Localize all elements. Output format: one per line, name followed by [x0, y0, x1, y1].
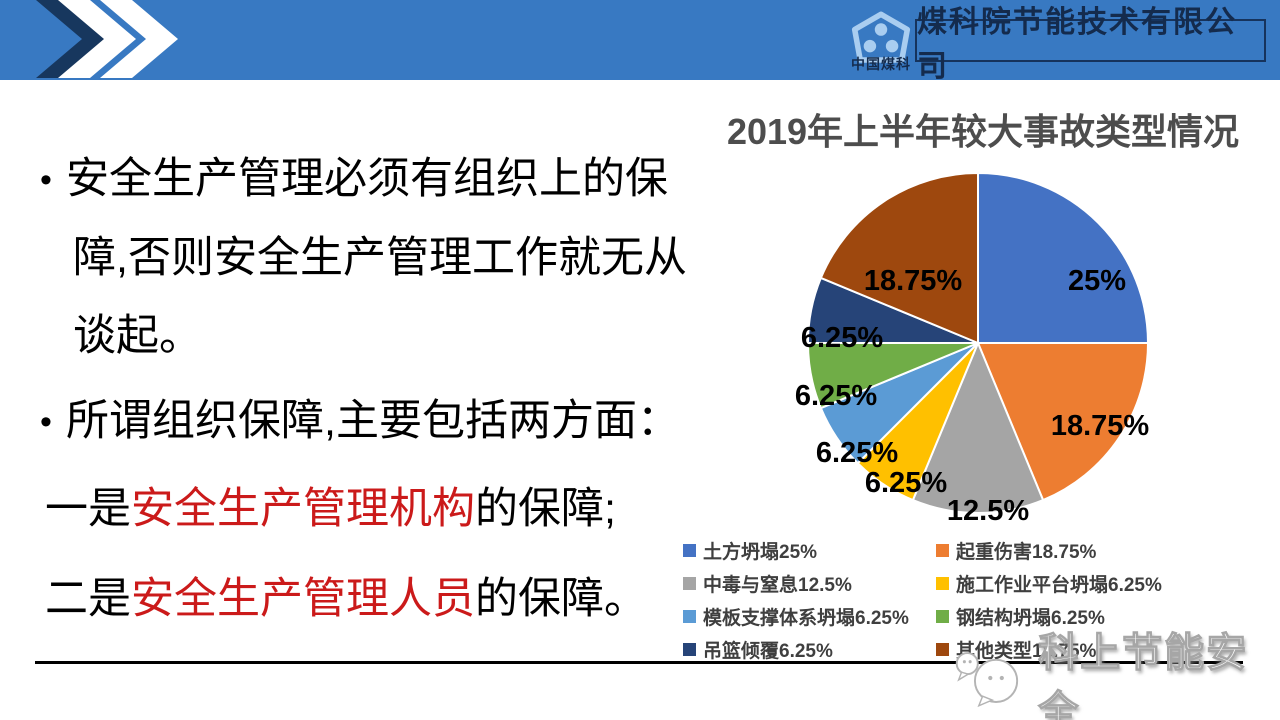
bullet-glyph: •: [40, 161, 52, 199]
watermark: 科上节能安全: [950, 620, 1280, 720]
statement-1: 一是安全生产管理机构的保障;: [45, 485, 616, 533]
pie-data-label-2: 12.5%: [947, 495, 1029, 527]
chevrons-icon: [36, 0, 178, 78]
legend-item: 吊篮倾覆6.25%: [683, 639, 936, 662]
pie-slice-2: [911, 342, 1045, 514]
legend-label: 土方坍塌25%: [703, 542, 818, 563]
pie-chart-svg: 25%18.75%12.5%6.25%6.25%6.25%6.25%18.75%: [795, 172, 1150, 527]
legend-label: 模板支撑体系坍塌6.25%: [703, 608, 909, 629]
legend-item: 其他类型18.75%: [936, 639, 1273, 662]
pie-slice-1: [977, 342, 1149, 502]
paragraph-line: 障,否则安全生产管理工作就无从: [73, 234, 687, 282]
chart-title: 2019年上半年较大事故类型情况: [726, 111, 1240, 152]
legend-item: 施工作业平台坍塌6.25%: [936, 573, 1273, 596]
divider-line: [35, 661, 1243, 664]
legend-label: 钢结构坍塌6.25%: [956, 608, 1105, 629]
pie-data-label-7: 18.75%: [864, 265, 963, 297]
pie-data-label-1: 18.75%: [1051, 410, 1150, 442]
legend-item: 起重伤害18.75%: [936, 540, 1273, 563]
legend-label: 施工作业平台坍塌6.25%: [956, 575, 1162, 596]
legend-item: 中毒与窒息12.5%: [683, 573, 936, 596]
chart-legend: 土方坍塌25% 起重伤害18.75% 中毒与窒息12.5% 施工作业平台坍塌6.25%…: [683, 540, 1273, 662]
legend-swatch: [683, 643, 696, 656]
legend-item: 模板支撑体系坍塌6.25%: [683, 606, 936, 629]
pie-data-label-3: 6.25%: [865, 467, 947, 499]
legend-swatch: [936, 643, 949, 656]
paragraph-line: 谈起。: [73, 312, 202, 360]
wechat-bubbles-icon: [955, 652, 1019, 708]
legend-swatch: [683, 544, 696, 557]
logo-caption: 中国煤科: [851, 56, 911, 72]
legend-swatch: [936, 544, 949, 557]
pie-slice-0: [977, 172, 1149, 344]
pie-data-label-5: 6.25%: [795, 380, 877, 412]
bullet-paragraph-1: • 安全生产管理必须有组织上的保 障,否则安全生产管理工作就无从 谈起。: [40, 140, 740, 375]
highlight-text: 安全生产管理人员: [131, 575, 475, 623]
highlight-text: 安全生产管理机构: [131, 485, 475, 533]
bullet-glyph: •: [40, 403, 52, 441]
pie-data-label-0: 25%: [1068, 265, 1126, 297]
company-name-box: 煤科院节能技术有限公司: [915, 6, 1266, 83]
pie-data-label-4: 6.25%: [816, 437, 898, 469]
pie-slice-7: [819, 172, 979, 344]
legend-item: 土方坍塌25%: [683, 540, 936, 563]
legend-label: 起重伤害18.75%: [956, 542, 1097, 563]
watermark-text: 科上节能安全: [1038, 630, 1249, 720]
legend-item: 钢结构坍塌6.25%: [936, 606, 1273, 629]
statement-2: 二是安全生产管理人员的保障。: [45, 575, 647, 623]
bullet-paragraph-2: • 所谓组织保障,主要包括两方面：: [40, 382, 740, 461]
legend-swatch: [936, 610, 949, 623]
pie-data-label-6: 6.25%: [801, 322, 883, 354]
header-bar: 中国煤科 煤科院节能技术有限公司: [0, 0, 1280, 83]
china-coal-logo-icon: [851, 11, 911, 63]
legend-swatch: [683, 577, 696, 590]
legend-label: 其他类型18.75%: [956, 641, 1097, 662]
legend-swatch: [936, 577, 949, 590]
legend-label: 中毒与窒息12.5%: [703, 575, 852, 596]
paragraph-line: • 安全生产管理必须有组织上的保: [40, 140, 740, 219]
legend-swatch: [683, 610, 696, 623]
legend-label: 吊篮倾覆6.25%: [703, 641, 833, 662]
